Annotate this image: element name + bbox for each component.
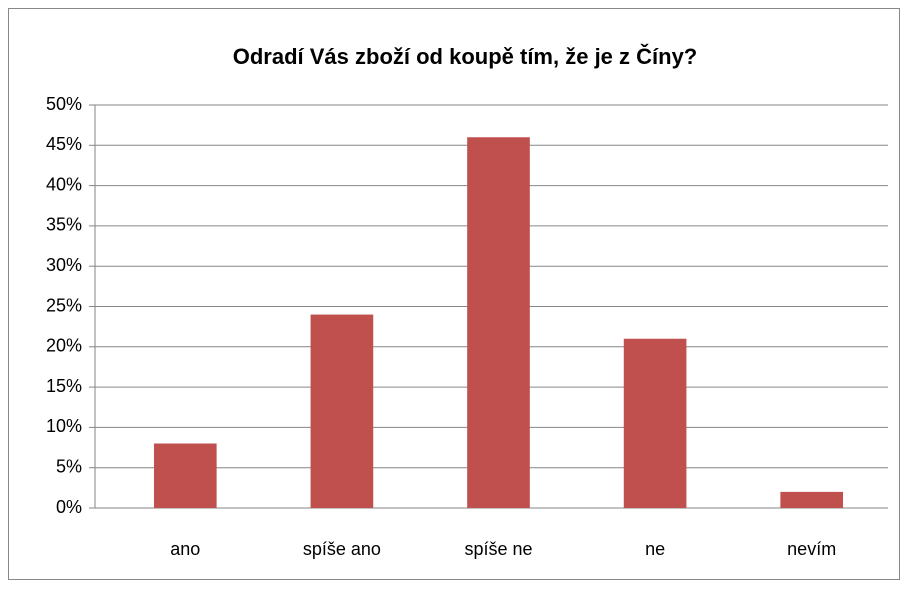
y-tick-label: 35% bbox=[46, 215, 82, 235]
y-tick-label: 5% bbox=[56, 456, 82, 476]
x-tick-label: spíše ne bbox=[464, 539, 532, 559]
bar bbox=[623, 338, 687, 508]
x-tick-label: ano bbox=[170, 539, 200, 559]
y-tick-label: 45% bbox=[46, 134, 82, 154]
x-tick-label: spíše ano bbox=[303, 539, 381, 559]
bar bbox=[153, 443, 217, 508]
x-tick-label: nevím bbox=[787, 539, 836, 559]
y-tick-label: 15% bbox=[46, 376, 82, 396]
chart-border bbox=[8, 8, 900, 580]
y-tick-label: 40% bbox=[46, 174, 82, 194]
y-tick-label: 30% bbox=[46, 255, 82, 275]
y-tick-label: 20% bbox=[46, 336, 82, 356]
y-tick-label: 25% bbox=[46, 295, 82, 315]
y-tick-label: 50% bbox=[46, 94, 82, 114]
x-tick-label: ne bbox=[645, 539, 665, 559]
bar bbox=[310, 314, 374, 508]
y-tick-label: 10% bbox=[46, 416, 82, 436]
bar bbox=[467, 137, 530, 509]
bar bbox=[780, 491, 844, 508]
chart-title: Odradí Vás zboží od koupě tím, že je z Č… bbox=[233, 44, 698, 69]
y-tick-label: 0% bbox=[56, 497, 82, 517]
